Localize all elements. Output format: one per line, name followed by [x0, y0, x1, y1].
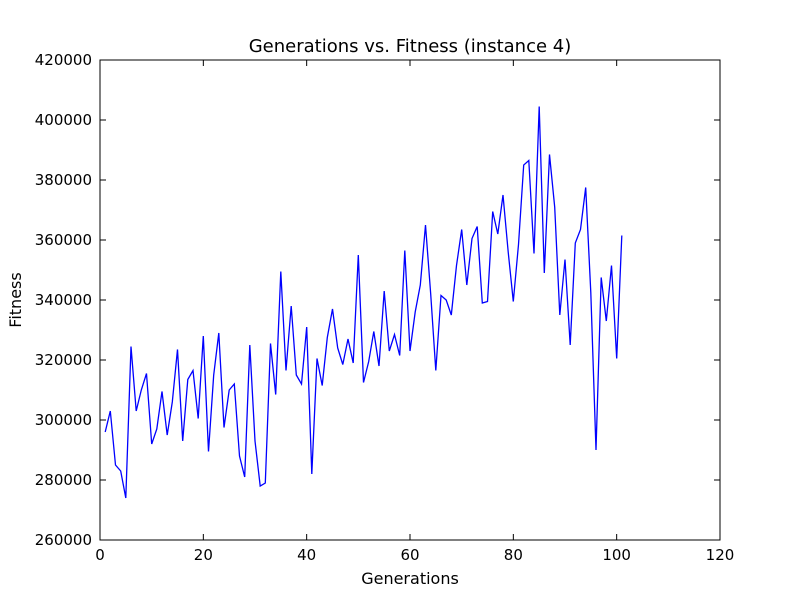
x-tick-label: 0	[95, 546, 105, 564]
plot-line-group	[104, 106, 623, 499]
x-tick-label: 100	[602, 546, 631, 564]
y-tick-label: 260000	[35, 531, 92, 549]
x-tick-label: 80	[504, 546, 523, 564]
y-tick-label: 360000	[35, 231, 92, 249]
y-tick-label: 280000	[35, 471, 92, 489]
x-tick-label: 20	[194, 546, 213, 564]
y-tick-label: 300000	[35, 411, 92, 429]
y-tick-label: 420000	[35, 51, 92, 69]
x-tick-label: 40	[297, 546, 316, 564]
y-tick-label: 320000	[35, 351, 92, 369]
chart-title: Generations vs. Fitness (instance 4)	[249, 36, 572, 57]
plot-frame	[99, 59, 721, 541]
x-axis-label: Generations	[361, 569, 459, 588]
y-tick-label: 380000	[35, 171, 92, 189]
x-tick-label: 60	[400, 546, 419, 564]
series-line	[104, 106, 623, 499]
y-tick-label: 340000	[35, 291, 92, 309]
ticks-group: 0 20 40 60 80 100 120 260000 280000 300000 320000 3…	[35, 51, 735, 564]
y-tick-label: 400000	[35, 111, 92, 129]
x-tick-label: 120	[706, 546, 735, 564]
y-axis-label: Fitness	[6, 272, 25, 327]
